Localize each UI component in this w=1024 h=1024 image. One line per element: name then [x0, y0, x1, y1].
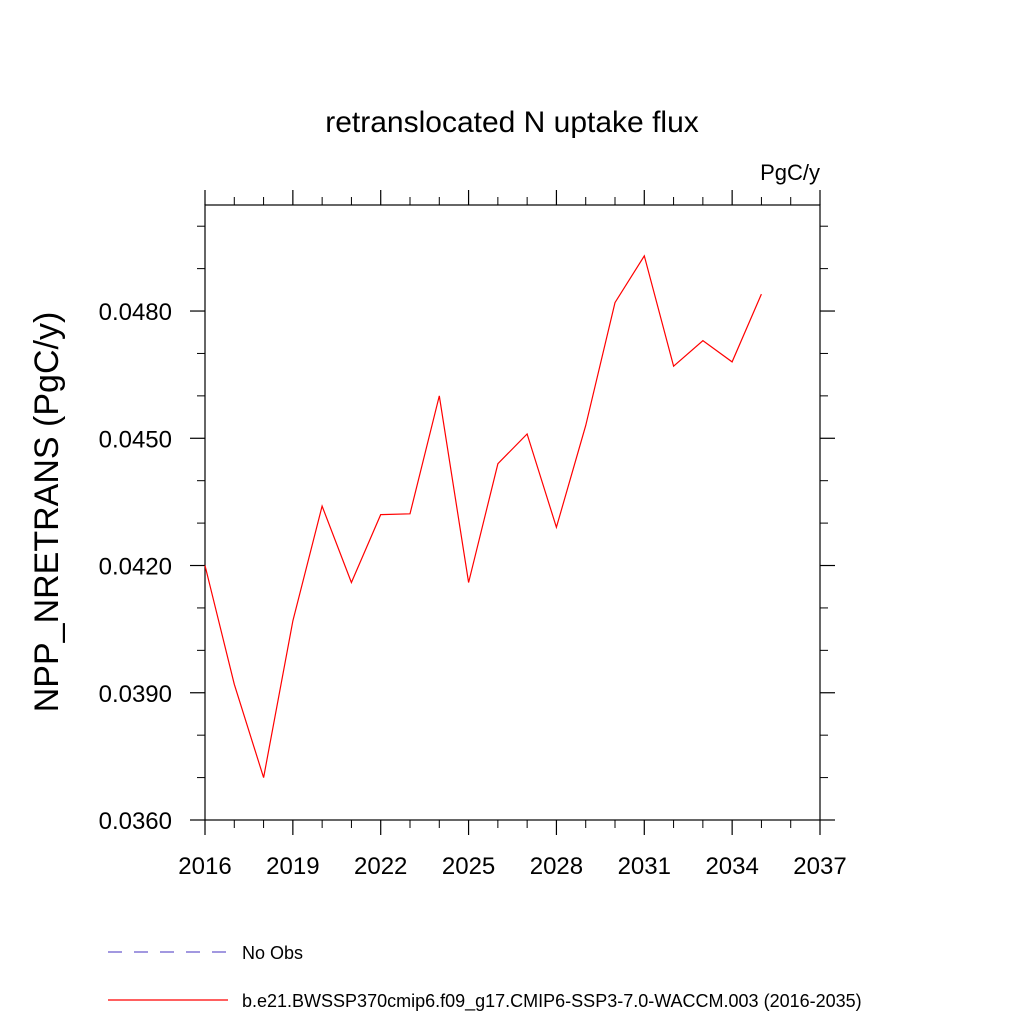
y-tick-label: 0.0420	[99, 554, 172, 581]
legend: No Obs b.e21.BWSSP370cmip6.f09_g17.CMIP6-…	[108, 943, 862, 1012]
x-tick-label: 2034	[705, 853, 758, 880]
legend-label: b.e21.BWSSP370cmip6.f09_g17.CMIP6-SSP3-7…	[242, 991, 862, 1012]
x-tick-label: 2028	[530, 853, 583, 880]
x-tick-label: 2037	[793, 853, 846, 880]
units-label: PgC/y	[760, 160, 820, 185]
x-tick-label: 2019	[266, 853, 319, 880]
y-axis-label: NPP_NRETRANS (PgC/y)	[28, 312, 66, 713]
series-layer	[204, 254, 762, 778]
x-tick-label: 2016	[178, 853, 231, 880]
y-tick-label: 0.0360	[99, 808, 172, 835]
legend-label: No Obs	[242, 943, 303, 963]
x-tick-label: 2025	[442, 853, 495, 880]
plot-frame	[204, 204, 821, 821]
chart-title: retranslocated N uptake flux	[325, 106, 699, 139]
x-tick-label: 2031	[618, 853, 671, 880]
ticks-layer: 2016 2019 2022 2025 2028 2031 2034 2037 0.0360 0.…	[99, 190, 847, 880]
series-line	[204, 254, 762, 778]
y-tick-label: 0.0480	[99, 299, 172, 326]
y-tick-label: 0.0390	[99, 681, 172, 708]
y-tick-label: 0.0450	[99, 426, 172, 453]
x-tick-label: 2022	[354, 853, 407, 880]
